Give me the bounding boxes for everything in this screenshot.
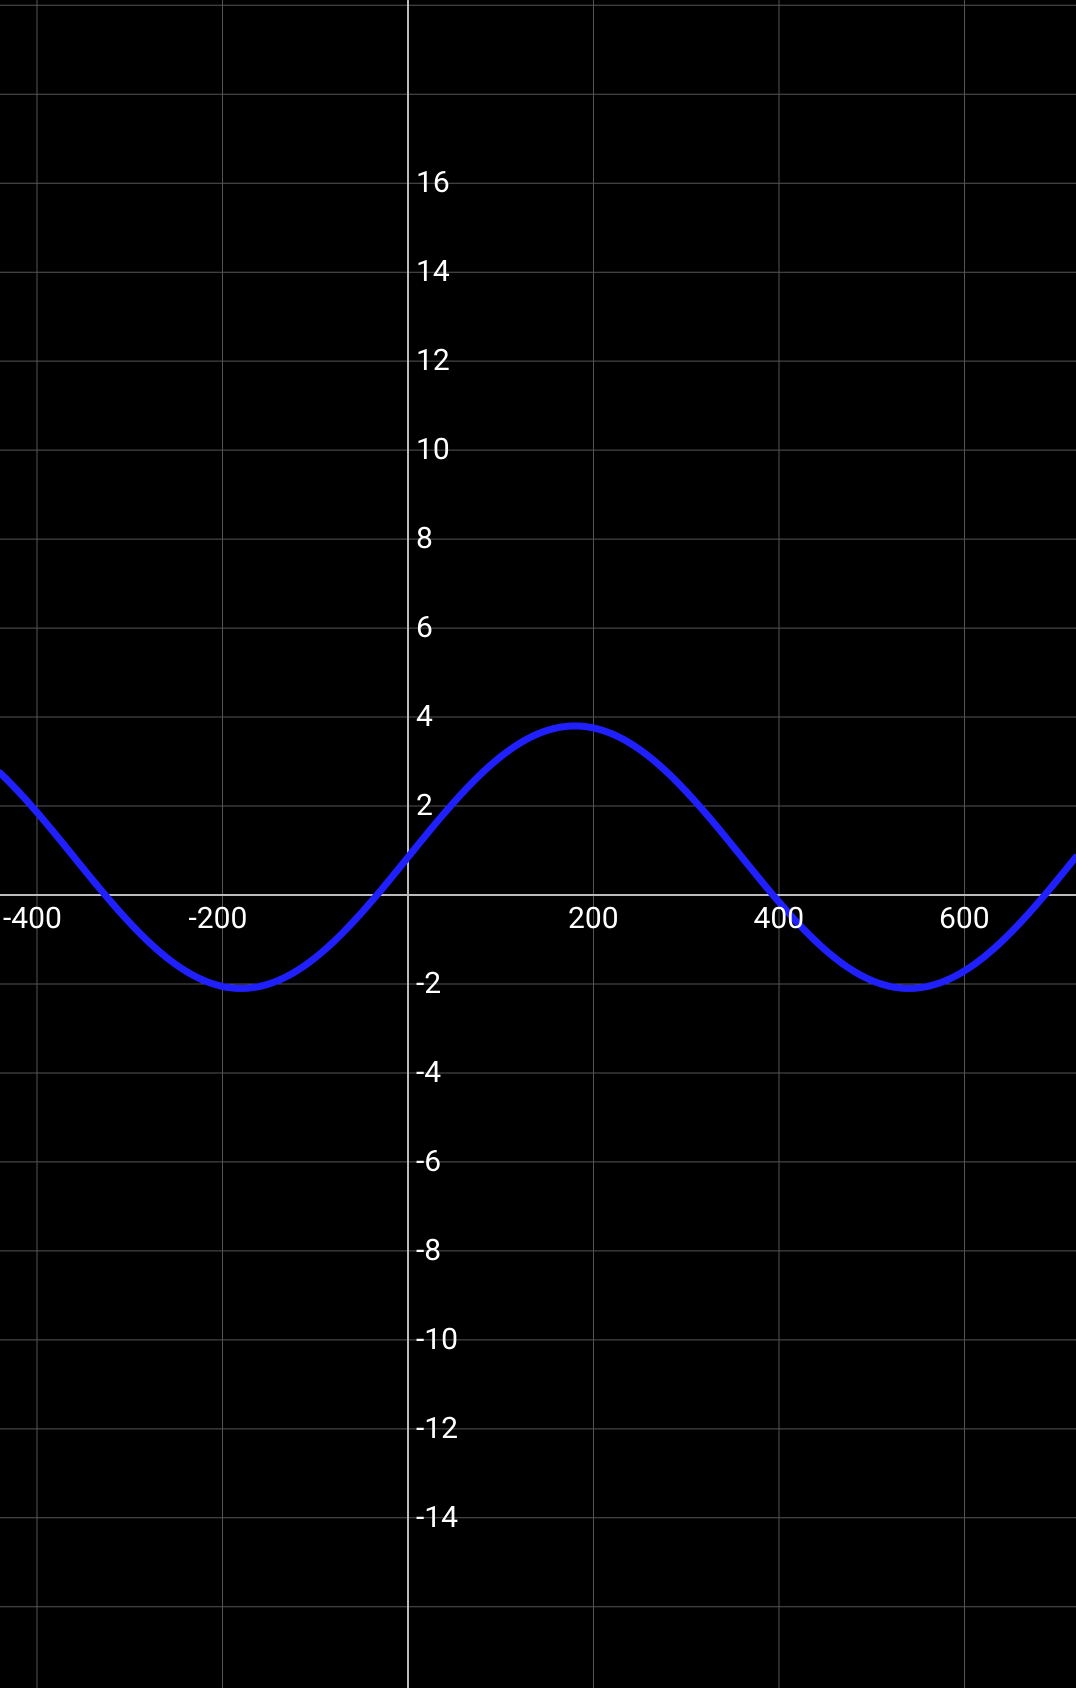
y-tick-label: 4 [416,699,433,734]
y-tick-label: -12 [416,1411,458,1446]
x-tick-label: 400 [754,901,805,936]
function-plot[interactable]: -400 -200 200 400 600 16 14 12 10 8 6 4 2 -2 -4 -6 -8 -10… [0,0,1076,1688]
plot-svg [0,0,1076,1688]
y-tick-label: -2 [416,966,441,1001]
function-curve [0,726,1076,988]
y-tick-label: 14 [416,254,450,289]
y-tick-label: -8 [416,1233,441,1268]
y-tick-label: -14 [416,1500,458,1535]
y-tick-label: 8 [416,521,433,556]
y-tick-label: -6 [416,1144,441,1179]
x-tick-label: 600 [939,901,990,936]
y-tick-label: -10 [416,1322,458,1357]
y-tick-label: 2 [416,788,433,823]
y-tick-label: 10 [416,432,450,467]
x-tick-label: -400 [3,901,62,936]
y-tick-label: 12 [416,343,450,378]
x-tick-label: -200 [188,901,247,936]
y-tick-label: -4 [416,1055,441,1090]
x-tick-label: 200 [568,901,619,936]
y-tick-label: 16 [416,165,450,200]
y-tick-label: 6 [416,610,433,645]
